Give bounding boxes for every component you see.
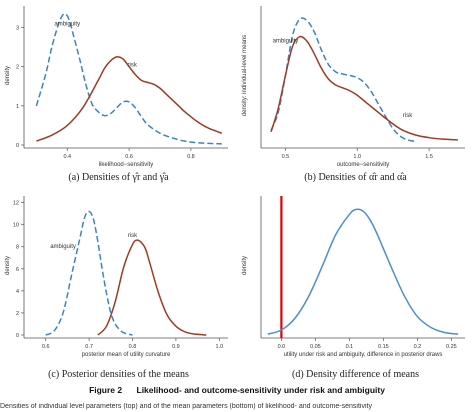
figure-title: Likelihood- and outcome-sensitivity unde… (136, 385, 385, 395)
y-tick-label: 4 (16, 289, 19, 295)
y-tick-label: 0 (16, 143, 19, 149)
caption-a: (a) Densities of γ̂r and γ̂a (68, 172, 169, 183)
figure-caption: Figure 2 Likelihood- and outcome-sensiti… (0, 385, 474, 395)
series-difference-line (267, 208, 459, 335)
x-tick-label: 0.6 (125, 154, 133, 160)
y-axis-label: density: individual-level means (242, 35, 248, 116)
series-annotation: ambiguity (54, 22, 80, 28)
series-annotation: ambiguity (273, 39, 299, 45)
figure-footnote: Densities of individual level parameters… (0, 403, 372, 410)
x-tick-label: 0.1 (346, 344, 354, 350)
series-annotation: risk (128, 233, 138, 239)
x-tick-label: 0.0 (278, 344, 286, 350)
series-risk-line (97, 239, 207, 336)
y-tick-label: 6 (16, 267, 19, 273)
series-annotation: ambiguity (50, 244, 76, 250)
x-tick-label: 0.7 (85, 344, 93, 350)
y-tick-label: 10 (13, 223, 19, 229)
y-axis-label: density (5, 256, 11, 275)
caption-b: (b) Densities of α̂r and α̂a (304, 172, 407, 183)
y-tick-label: 0 (16, 333, 19, 339)
y-tick-label: 3 (16, 26, 19, 32)
series-ambiguity-line (270, 17, 415, 143)
x-tick-label: 1.5 (425, 154, 433, 160)
x-tick-label: 0.8 (187, 154, 195, 160)
y-tick-label: 2 (16, 311, 19, 317)
caption-d: (d) Density difference of means (292, 369, 419, 380)
x-tick-label: 1.0 (353, 154, 361, 160)
x-axis-label: likelihood−sensitivity (99, 162, 154, 168)
y-axis-label: density (242, 256, 248, 275)
series-annotation: risk (403, 113, 413, 119)
x-tick-label: 0.4 (63, 154, 71, 160)
x-tick-label: 0.05 (310, 344, 321, 350)
figure-number: Figure 2 (89, 385, 123, 395)
x-tick-label: 0.6 (42, 344, 50, 350)
x-tick-label: 1.0 (215, 344, 223, 350)
x-tick-label: 0.25 (446, 344, 457, 350)
chart-a: 0.4 0.6 0.8 0 1 2 3 likelihood−sensitivity densi… (5, 6, 228, 168)
x-tick-label: 0.8 (129, 344, 137, 350)
y-tick-label: 12 (13, 201, 19, 207)
y-tick-label: 1 (16, 104, 19, 110)
x-tick-label: 0.2 (414, 344, 422, 350)
x-tick-label: 0.15 (378, 344, 389, 350)
chart-b: 0.5 1.0 1.5 outcome−sensitivity density: ind… (242, 6, 465, 168)
caption-c: (c) Posterior densities of the means (48, 369, 189, 380)
y-axis-label: density (5, 66, 11, 85)
y-tick-label: 8 (16, 245, 19, 251)
series-ambiguity-line (45, 210, 133, 336)
series-risk-line (270, 35, 458, 141)
series-risk-line (36, 56, 223, 142)
x-tick-label: 0.9 (172, 344, 180, 350)
x-axis-label: utility under risk and ambiguity, differ… (284, 352, 443, 358)
chart-c: 0.6 0.7 0.8 0.9 1.0 0 2 4 6 8 10 12 posterior mean o… (5, 196, 228, 358)
y-tick-label: 2 (16, 65, 19, 71)
x-axis-label: outcome−sensitivity (337, 162, 390, 168)
x-axis-label: posterior mean of utility curvature (82, 352, 171, 358)
series-ambiguity-line (35, 13, 222, 145)
x-tick-label: 0.5 (282, 154, 290, 160)
series-annotation: risk (128, 63, 138, 69)
